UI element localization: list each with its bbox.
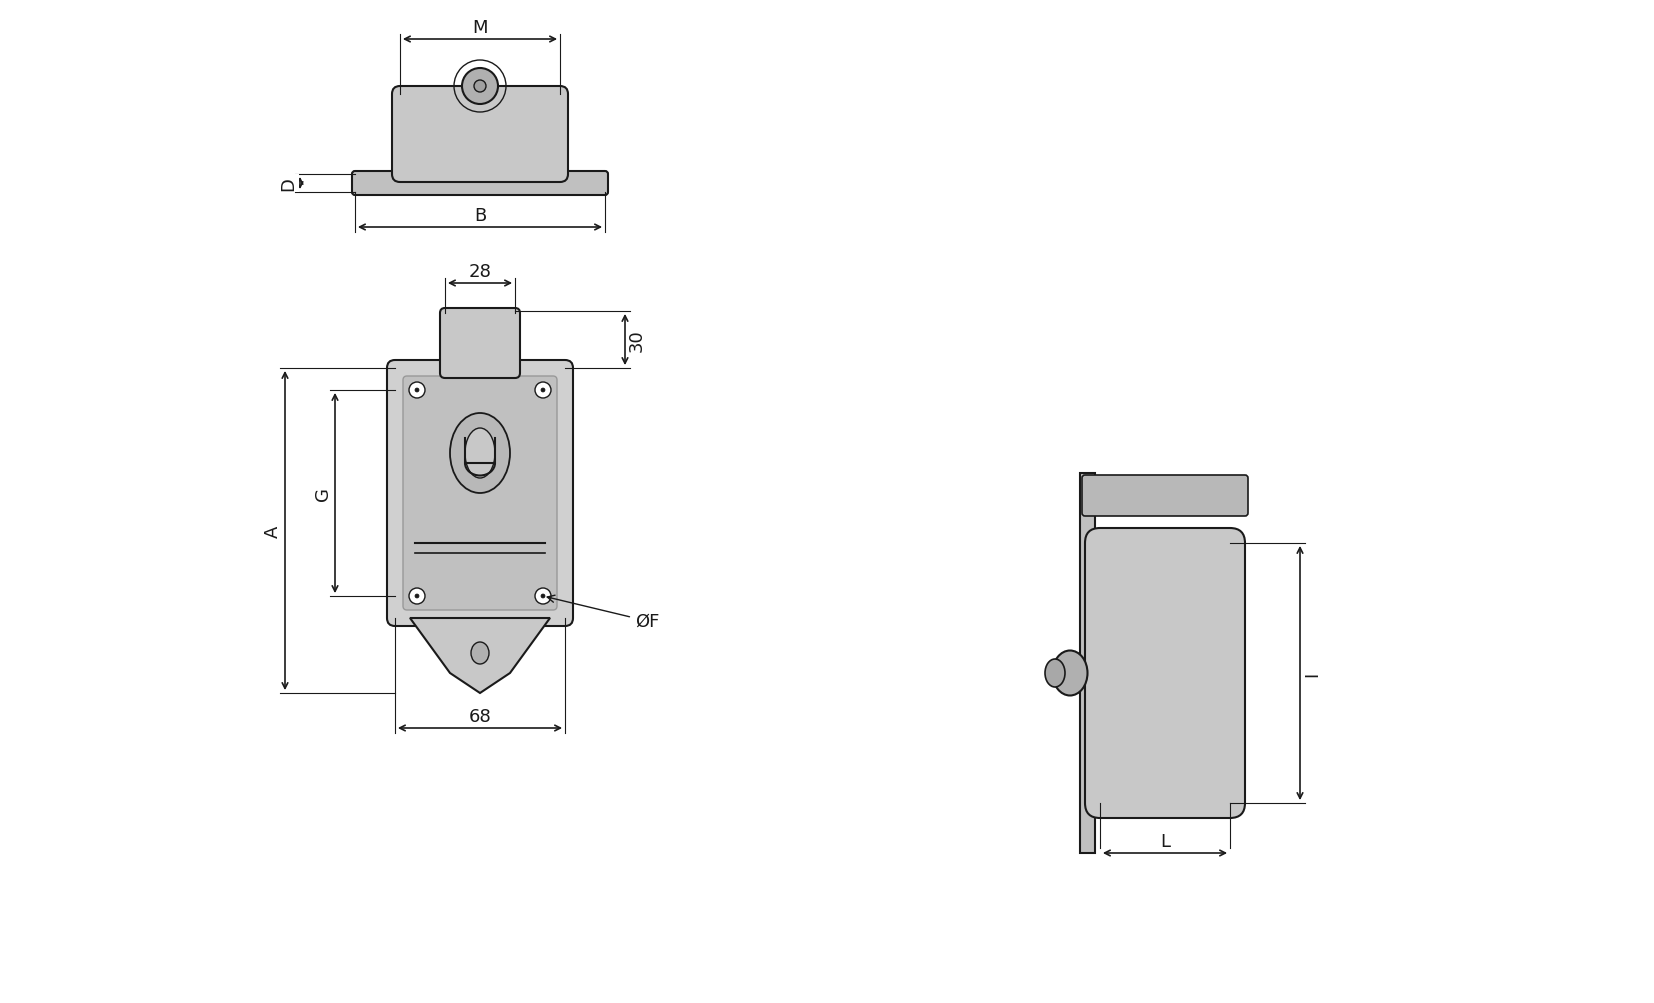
Circle shape	[475, 81, 486, 93]
Text: A: A	[265, 525, 281, 538]
FancyBboxPatch shape	[404, 376, 557, 611]
Ellipse shape	[465, 428, 495, 478]
Ellipse shape	[1052, 651, 1087, 696]
Circle shape	[534, 589, 551, 605]
FancyBboxPatch shape	[352, 172, 609, 196]
FancyBboxPatch shape	[387, 361, 572, 627]
Polygon shape	[410, 619, 551, 693]
Polygon shape	[1080, 473, 1095, 854]
Text: M: M	[473, 19, 488, 37]
Text: D: D	[280, 177, 298, 191]
Text: I: I	[1303, 671, 1322, 676]
FancyBboxPatch shape	[440, 309, 519, 378]
Text: L: L	[1159, 832, 1169, 851]
Circle shape	[461, 69, 498, 105]
Circle shape	[409, 589, 425, 605]
Ellipse shape	[471, 642, 490, 664]
FancyBboxPatch shape	[1082, 475, 1249, 517]
Text: 30: 30	[629, 329, 647, 351]
Text: 28: 28	[468, 263, 491, 281]
FancyBboxPatch shape	[392, 87, 567, 183]
Circle shape	[534, 382, 551, 398]
Circle shape	[541, 388, 546, 392]
Ellipse shape	[450, 413, 509, 493]
Circle shape	[541, 595, 546, 599]
Text: 68: 68	[468, 707, 491, 725]
Circle shape	[409, 382, 425, 398]
Text: ØF: ØF	[547, 596, 660, 630]
Ellipse shape	[1045, 659, 1065, 687]
Circle shape	[415, 388, 418, 392]
Text: B: B	[475, 207, 486, 225]
Text: G: G	[314, 486, 332, 500]
Circle shape	[415, 595, 418, 599]
FancyBboxPatch shape	[1085, 529, 1245, 818]
